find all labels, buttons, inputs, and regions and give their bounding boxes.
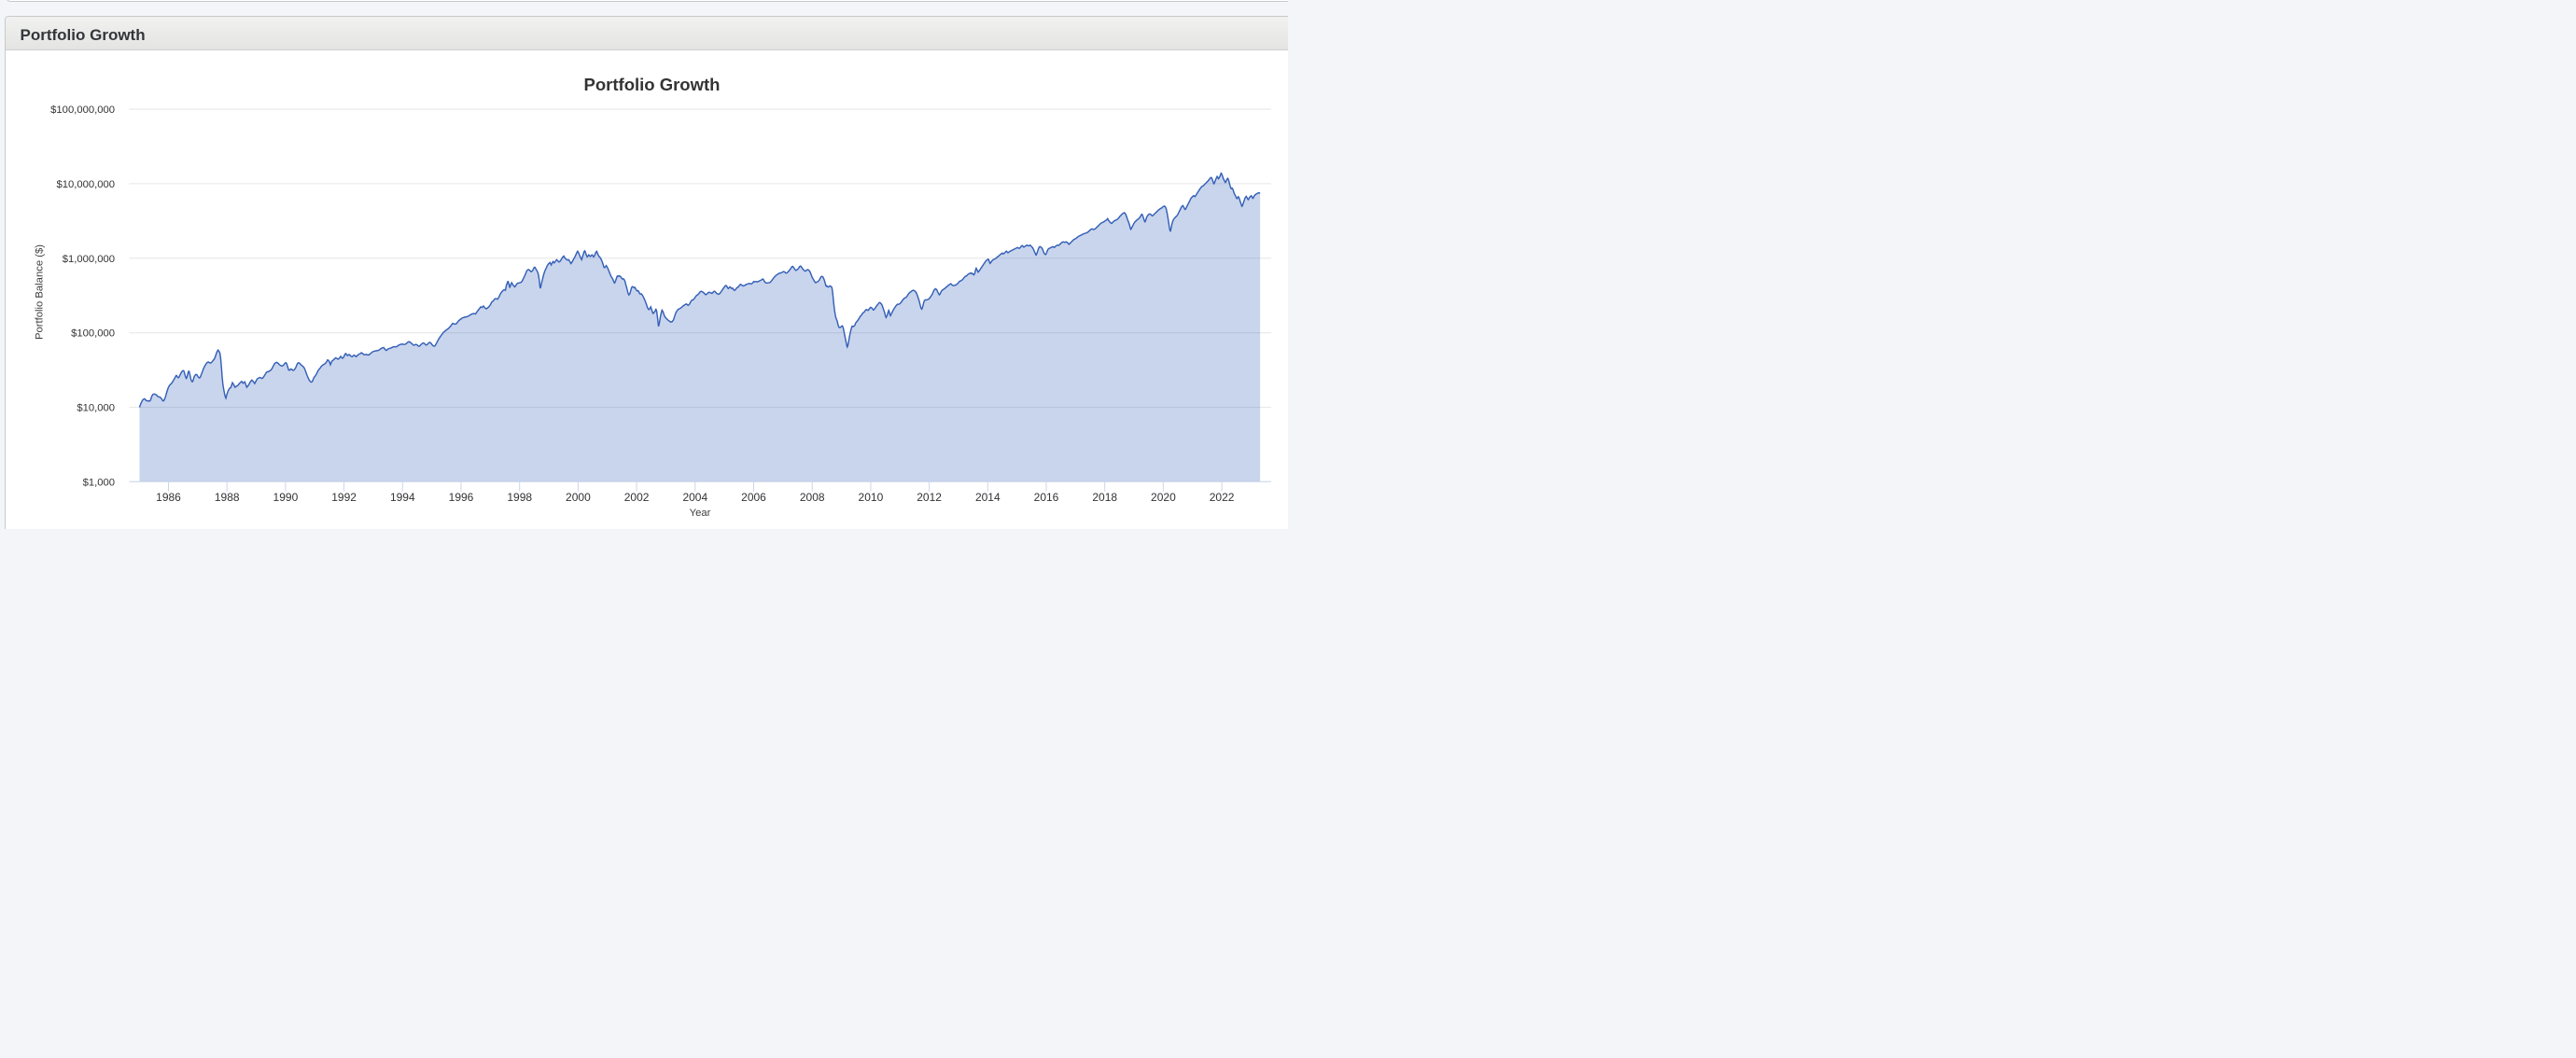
svg-text:1992: 1992 [331, 491, 357, 504]
svg-text:$100,000: $100,000 [71, 328, 115, 340]
svg-text:1998: 1998 [507, 491, 532, 504]
svg-text:2004: 2004 [682, 491, 707, 504]
svg-text:2018: 2018 [1092, 491, 1117, 504]
svg-text:$1,000: $1,000 [83, 477, 115, 488]
svg-text:2016: 2016 [1034, 491, 1059, 504]
svg-text:1996: 1996 [449, 491, 474, 504]
svg-text:2010: 2010 [859, 491, 884, 504]
svg-text:Portfolio Growth: Portfolio Growth [584, 75, 721, 94]
svg-text:1986: 1986 [156, 491, 181, 504]
svg-text:2014: 2014 [975, 491, 1001, 504]
svg-text:2020: 2020 [1151, 491, 1176, 504]
svg-text:2012: 2012 [917, 491, 942, 504]
svg-text:2008: 2008 [800, 491, 825, 504]
svg-text:$1,000,000: $1,000,000 [63, 254, 115, 265]
svg-text:2002: 2002 [624, 491, 650, 504]
svg-text:$10,000,000: $10,000,000 [56, 179, 115, 190]
svg-text:Year: Year [690, 508, 711, 519]
svg-text:2022: 2022 [1210, 491, 1235, 504]
svg-text:2006: 2006 [741, 491, 766, 504]
svg-text:Portfolio Balance ($): Portfolio Balance ($) [34, 244, 45, 340]
svg-text:2000: 2000 [566, 491, 591, 504]
svg-text:1994: 1994 [390, 491, 415, 504]
svg-text:$10,000: $10,000 [77, 403, 115, 414]
svg-text:1990: 1990 [273, 491, 299, 504]
svg-text:$100,000,000: $100,000,000 [50, 104, 115, 116]
svg-text:1988: 1988 [215, 491, 240, 504]
